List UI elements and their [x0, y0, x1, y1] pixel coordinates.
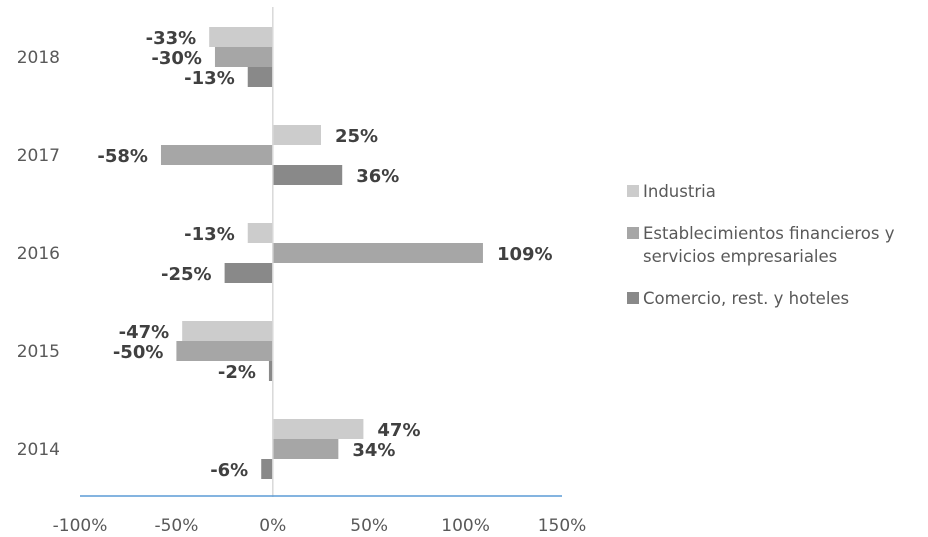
legend-label-industria: Industria: [643, 182, 716, 201]
bar-2014-series-2: [261, 459, 273, 479]
data-label-2014-series-0: 47%: [377, 420, 420, 441]
bar-2017-series-2: [272, 165, 343, 185]
bar-2018-series-0: [209, 27, 273, 47]
category-label-2016: 2016: [17, 244, 60, 264]
bar-2017-series-1: [160, 145, 273, 165]
data-label-2016-series-1: 109%: [497, 244, 553, 265]
data-label-2018-series-0: -33%: [146, 28, 197, 49]
bar-2014-series-0: [272, 419, 364, 439]
x-tick-label: 100%: [441, 516, 490, 536]
bar-2017-series-0: [272, 125, 321, 145]
x-tick-label: 150%: [538, 516, 587, 536]
legend-item-industria: Industria: [627, 180, 927, 203]
bar-2015-series-0: [182, 321, 273, 341]
x-tick-label: 0%: [259, 516, 286, 536]
data-label-2014-series-2: -6%: [210, 460, 248, 481]
legend-swatch-industria: [627, 185, 639, 197]
bar-2018-series-1: [214, 47, 273, 67]
data-label-2015-series-1: -50%: [113, 342, 164, 363]
legend-label-establecimientos: Establecimientos financieros y servicios…: [643, 224, 895, 266]
bar-2018-series-2: [247, 67, 273, 87]
data-label-2017-series-2: 36%: [356, 166, 399, 187]
data-label-2017-series-0: 25%: [335, 126, 378, 147]
legend-item-comercio: Comercio, rest. y hoteles: [627, 287, 927, 310]
legend-swatch-establecimientos: [627, 227, 639, 239]
data-label-2014-series-1: 34%: [352, 440, 395, 461]
bar-2016-series-1: [272, 243, 483, 263]
bar-2014-series-1: [272, 439, 339, 459]
category-label-2017: 2017: [17, 146, 60, 166]
data-label-2018-series-2: -13%: [184, 68, 235, 89]
x-tick-label: -100%: [53, 516, 108, 536]
data-label-2017-series-1: -58%: [97, 146, 148, 167]
x-tick-label: -50%: [154, 516, 198, 536]
data-label-2016-series-2: -25%: [161, 264, 212, 285]
data-label-2015-series-2: -2%: [218, 362, 256, 383]
legend-swatch-comercio: [627, 292, 639, 304]
legend-item-establecimientos: Establecimientos financieros y servicios…: [627, 222, 927, 268]
legend-label-comercio: Comercio, rest. y hoteles: [643, 289, 850, 308]
bar-2015-series-1: [176, 341, 273, 361]
category-label-2015: 2015: [17, 342, 60, 362]
data-label-2016-series-0: -13%: [184, 224, 235, 245]
data-label-2015-series-0: -47%: [119, 322, 170, 343]
bar-2015-series-2: [268, 361, 273, 381]
x-tick-label: 50%: [350, 516, 388, 536]
data-label-2018-series-1: -30%: [151, 48, 202, 69]
category-label-2018: 2018: [17, 48, 60, 68]
legend: Industria Establecimientos financieros y…: [627, 180, 927, 329]
bar-2016-series-2: [224, 263, 273, 283]
category-label-2014: 2014: [17, 440, 60, 460]
bar-2016-series-0: [247, 223, 273, 243]
